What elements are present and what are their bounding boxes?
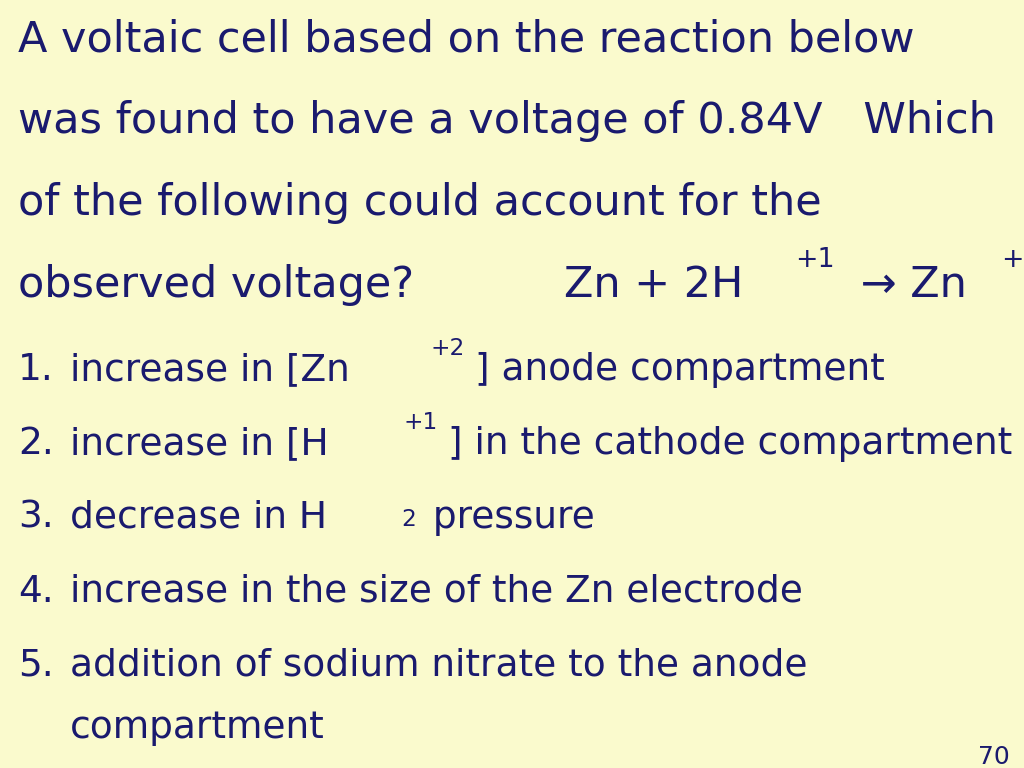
Text: decrease in H: decrease in H (70, 500, 327, 536)
Text: increase in [H: increase in [H (70, 426, 329, 462)
Text: 4.: 4. (18, 574, 53, 610)
Text: 5.: 5. (18, 648, 53, 684)
Text: 2.: 2. (18, 426, 53, 462)
Text: pressure: pressure (421, 500, 595, 536)
Text: +2: +2 (1001, 247, 1024, 273)
Text: ] in the cathode compartment: ] in the cathode compartment (447, 426, 1012, 462)
Text: compartment: compartment (70, 710, 325, 746)
Text: increase in the size of the Zn electrode: increase in the size of the Zn electrode (70, 574, 803, 610)
Text: increase in [Zn: increase in [Zn (70, 352, 350, 388)
Text: → Zn: → Zn (847, 264, 967, 306)
Text: observed voltage?: observed voltage? (18, 264, 414, 306)
Text: +1: +1 (796, 247, 836, 273)
Text: 2: 2 (401, 508, 417, 531)
Text: addition of sodium nitrate to the anode: addition of sodium nitrate to the anode (70, 648, 808, 684)
Text: +2: +2 (431, 337, 465, 360)
Text: 70: 70 (978, 745, 1010, 768)
Text: Zn + 2H: Zn + 2H (564, 264, 743, 306)
Text: ] anode compartment: ] anode compartment (475, 352, 885, 388)
Text: 1.: 1. (18, 352, 53, 388)
Text: A voltaic cell based on the reaction below: A voltaic cell based on the reaction bel… (18, 18, 914, 60)
Text: observed voltage?: observed voltage? (18, 264, 414, 306)
Text: 3.: 3. (18, 500, 53, 536)
Text: +1: +1 (403, 411, 438, 434)
Text: was found to have a voltage of 0.84V   Which: was found to have a voltage of 0.84V Whi… (18, 100, 996, 142)
Text: of the following could account for the: of the following could account for the (18, 182, 821, 224)
